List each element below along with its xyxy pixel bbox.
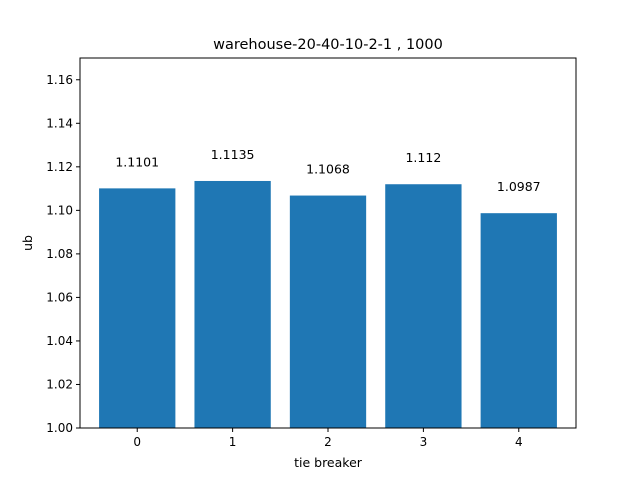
- y-tick-label: 1.06: [46, 290, 73, 304]
- y-tick-label: 1.02: [46, 377, 73, 391]
- chart-title: warehouse-20-40-10-2-1 , 1000: [213, 37, 443, 53]
- bar-3: [385, 184, 462, 428]
- data-labels-group: 1.1101 1.1135 1.1068 1.112 1.0987: [115, 147, 540, 194]
- bar-4: [480, 213, 557, 428]
- y-tick-label: 1.14: [46, 116, 73, 130]
- y-tick-label: 1.08: [46, 247, 73, 261]
- data-label-0: 1.1101: [115, 154, 159, 169]
- y-tick-label: 1.16: [46, 73, 73, 87]
- bars-group: [99, 180, 557, 428]
- plot-frame: [79, 57, 577, 429]
- y-tick-label: 1.10: [46, 203, 73, 217]
- y-tick-label: 1.04: [46, 334, 73, 348]
- bar-2: [289, 195, 367, 428]
- y-axis: 1.00 1.02 1.04 1.06 1.08 1.10 1.12 1.14 1.16: [46, 73, 80, 435]
- x-tick-label: 3: [420, 435, 428, 449]
- x-tick-label: 0: [133, 435, 141, 449]
- data-label-1: 1.1135: [211, 147, 255, 162]
- data-label-2: 1.1068: [306, 162, 350, 177]
- data-label-3: 1.112: [405, 150, 441, 165]
- bar-1: [194, 180, 271, 428]
- y-axis-label: ub: [20, 235, 35, 251]
- y-tick-label: 1.12: [46, 160, 73, 174]
- data-label-4: 1.0987: [497, 179, 541, 194]
- x-tick-label: 1: [229, 435, 237, 449]
- x-axis-label: tie breaker: [294, 455, 363, 470]
- bar-0: [99, 188, 176, 428]
- x-tick-label: 4: [515, 435, 523, 449]
- x-tick-label: 2: [324, 435, 332, 449]
- x-axis: 0 1 2 3 4: [133, 428, 523, 449]
- y-tick-label: 1.00: [46, 421, 73, 435]
